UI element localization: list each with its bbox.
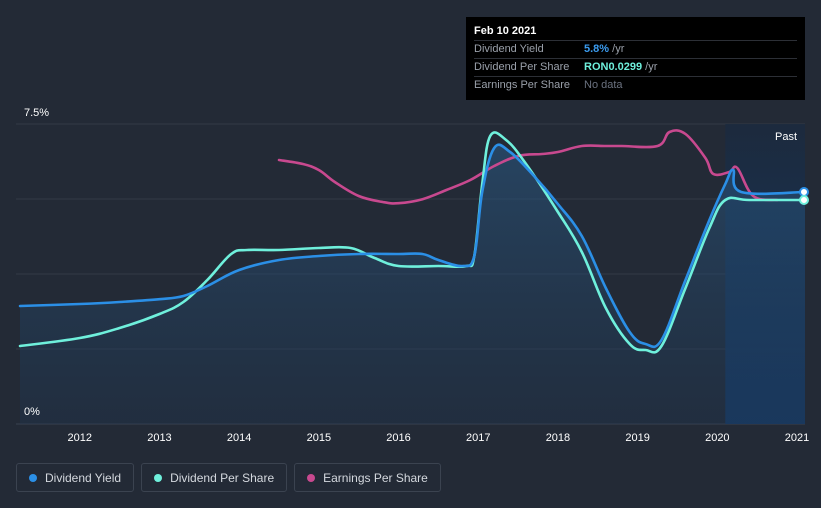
x-tick-label: 2020 xyxy=(705,432,729,444)
past-label: Past xyxy=(775,131,797,143)
tooltip-label: Earnings Per Share xyxy=(474,79,570,91)
legend-label: Earnings Per Share xyxy=(323,470,428,485)
y-tick-label: 0% xyxy=(24,406,40,418)
tooltip-suffix: /yr xyxy=(642,61,658,73)
legend-label: Dividend Yield xyxy=(45,470,122,485)
x-tick-label: 2012 xyxy=(68,432,92,444)
legend-earnings-per-share[interactable]: Earnings Per Share xyxy=(294,463,441,492)
x-tick-label: 2019 xyxy=(625,432,649,444)
tooltip-label: Dividend Per Share xyxy=(474,61,570,73)
legend-dot-icon xyxy=(154,473,163,482)
y-tick-label: 7.5% xyxy=(24,107,49,119)
legend-dividend-per-share[interactable]: Dividend Per Share xyxy=(141,463,288,492)
tooltip-row-earnings-per-share: Earnings Per Share No data xyxy=(474,76,797,94)
x-tick-label: 2015 xyxy=(307,432,331,444)
legend-dot-icon xyxy=(307,473,316,482)
tooltip-label: Dividend Yield xyxy=(474,43,544,55)
axis-labels: 0% 7.5% 2012 2013 2014 2015 2016 2017 2018 2019 20… xyxy=(24,107,809,444)
dividend-per-share-marker xyxy=(799,195,809,205)
x-tick-label: 2018 xyxy=(546,432,570,444)
series-lines xyxy=(18,129,809,354)
x-tick-label: 2021 xyxy=(785,432,809,444)
x-tick-label: 2014 xyxy=(227,432,251,444)
x-tick-label: 2016 xyxy=(386,432,410,444)
dividend-yield-line xyxy=(18,143,807,349)
tooltip-value: 5.8% xyxy=(584,43,610,55)
tooltip-row-dividend-yield: Dividend Yield 5.8% /yr xyxy=(474,40,797,58)
dividend-yield-fill xyxy=(20,144,805,424)
x-tick-label: 2013 xyxy=(147,432,171,444)
tooltip-date: Feb 10 2021 xyxy=(474,25,537,37)
tooltip-row-dividend-per-share: Dividend Per Share RON0.0299 /yr xyxy=(474,58,797,76)
x-tick-label: 2017 xyxy=(466,432,490,444)
hover-tooltip: Feb 10 2021 Dividend Yield 5.8% /yr Divi… xyxy=(466,17,805,100)
dividend-yield-marker xyxy=(799,187,809,197)
chart-legend: Dividend Yield Dividend Per Share Earnin… xyxy=(16,463,441,492)
tooltip-suffix: /yr xyxy=(609,43,625,55)
legend-dot-icon xyxy=(29,473,37,482)
legend-label: Dividend Per Share xyxy=(170,470,275,485)
tooltip-value: No data xyxy=(584,79,623,91)
legend-dividend-yield[interactable]: Dividend Yield xyxy=(16,463,135,492)
tooltip-value: RON0.0299 xyxy=(584,61,643,73)
earnings-per-share-line xyxy=(277,129,779,205)
dividend-yield-area xyxy=(20,144,805,424)
